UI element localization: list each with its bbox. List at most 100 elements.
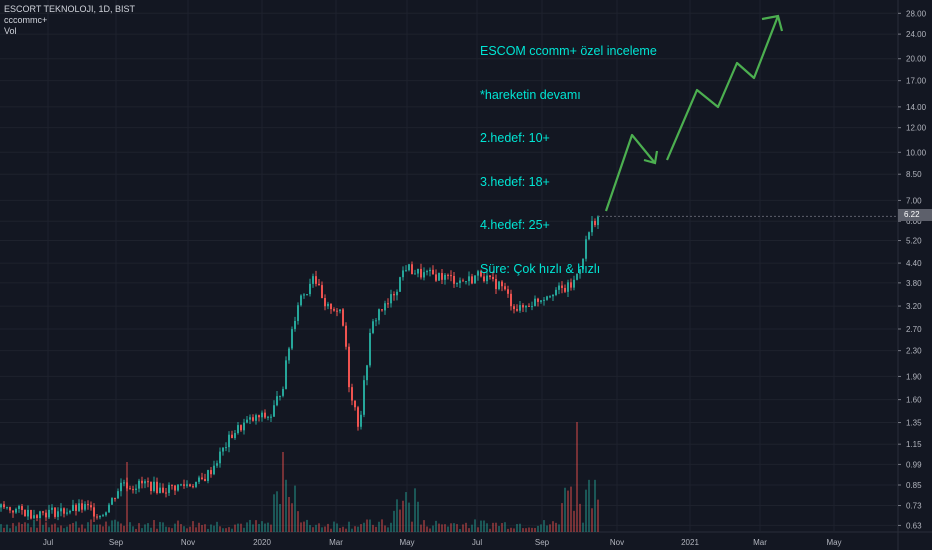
candle-body	[243, 422, 245, 431]
x-tick-label: May	[826, 538, 841, 547]
candle-body	[126, 482, 128, 489]
volume-bar	[501, 523, 503, 532]
candle-body	[150, 481, 152, 492]
candle-body	[597, 216, 599, 226]
x-tick-label: Jul	[472, 538, 482, 547]
candle-body	[447, 274, 449, 276]
candle-body	[270, 416, 272, 418]
candle-body	[396, 291, 398, 296]
candle-body	[369, 332, 371, 366]
volume-bar	[168, 527, 170, 532]
volume-bar	[507, 528, 509, 532]
volume-bar	[30, 527, 32, 532]
candle-body	[84, 504, 86, 510]
candle-body	[183, 484, 185, 486]
projection-arrowhead	[761, 14, 784, 32]
candle-body	[393, 294, 395, 296]
indicator-label[interactable]: cccommc+	[4, 15, 48, 25]
y-tick-label: 1.15	[906, 440, 922, 449]
volume-bar	[351, 528, 353, 532]
candle-body	[246, 419, 248, 423]
volume-bar	[117, 521, 119, 532]
candle-body	[72, 504, 74, 512]
volume-bar	[513, 528, 515, 532]
volume-bar	[330, 528, 332, 532]
candle-body	[357, 407, 359, 427]
candle-body	[21, 506, 23, 510]
volume-bar	[516, 524, 518, 532]
candle-body	[105, 512, 107, 516]
volume-bar	[324, 526, 326, 532]
volume-bar	[300, 522, 302, 532]
volume-bar	[360, 524, 362, 532]
volume-bar	[495, 522, 497, 532]
projection-arrow	[604, 133, 656, 212]
candle-body	[288, 348, 290, 361]
candle-body	[408, 264, 410, 271]
candle-body	[453, 275, 455, 284]
last-price-tag: 6.22	[898, 209, 932, 221]
candle-body	[510, 293, 512, 307]
candle-body	[522, 305, 524, 308]
volume-bar	[0, 524, 2, 532]
volume-bar	[597, 499, 599, 532]
candle-body	[204, 478, 206, 481]
volume-bar	[567, 490, 569, 532]
volume-bar	[144, 524, 146, 532]
candle-body	[201, 477, 203, 479]
volume-bar	[243, 527, 245, 532]
volume-bar	[405, 492, 407, 532]
volume-bar	[369, 519, 371, 532]
volume-bar	[156, 528, 158, 532]
volume-bar	[327, 523, 329, 532]
volume-bar	[552, 521, 554, 532]
candle-body	[225, 447, 227, 449]
volume-bar	[462, 524, 464, 532]
volume-bar	[162, 522, 164, 532]
candle-body	[402, 270, 404, 278]
candle-body	[486, 275, 488, 282]
volume-bar	[87, 522, 89, 532]
candle-body	[228, 434, 230, 448]
candle-body	[93, 507, 95, 517]
volume-bar	[108, 526, 110, 532]
volume-bar	[225, 528, 227, 532]
volume-bar	[93, 524, 95, 532]
volume-bar	[468, 528, 470, 532]
y-tick-label: 1.90	[906, 372, 922, 381]
volume-bar	[261, 521, 263, 532]
candle-body	[291, 329, 293, 349]
volume-bar	[198, 522, 200, 532]
candle-body	[27, 509, 29, 517]
candle-body	[96, 516, 98, 518]
candle-body	[123, 482, 125, 484]
candle-body	[564, 287, 566, 292]
volume-bar	[399, 509, 401, 532]
y-tick-label: 0.73	[906, 502, 922, 511]
volume-bar	[210, 524, 212, 532]
volume-bar	[270, 524, 272, 532]
symbol-label[interactable]: ESCORT TEKNOLOJI, 1D, BIST	[4, 4, 136, 14]
volume-label[interactable]: Vol	[4, 26, 17, 36]
annotation-line: 2.hedef: 10+	[480, 131, 550, 145]
candle-body	[330, 303, 332, 310]
volume-bar	[291, 503, 293, 532]
candle-body	[570, 282, 572, 288]
volume-bar	[63, 528, 65, 532]
volume-bar	[303, 521, 305, 532]
candle-body	[567, 282, 569, 292]
volume-bar	[237, 523, 239, 532]
candle-body	[588, 232, 590, 240]
y-tick-label: 12.00	[906, 124, 927, 133]
candle-body	[9, 507, 11, 511]
volume-bar	[24, 522, 26, 532]
candle-body	[444, 274, 446, 280]
volume-bar	[519, 523, 521, 532]
volume-bar	[57, 527, 59, 532]
candle-body	[252, 417, 254, 421]
annotation-text[interactable]: ESCOM ccomm+ özel inceleme *hareketin de…	[480, 15, 657, 291]
candle-body	[12, 510, 14, 513]
volume-bar	[3, 527, 5, 532]
candle-body	[594, 220, 596, 226]
